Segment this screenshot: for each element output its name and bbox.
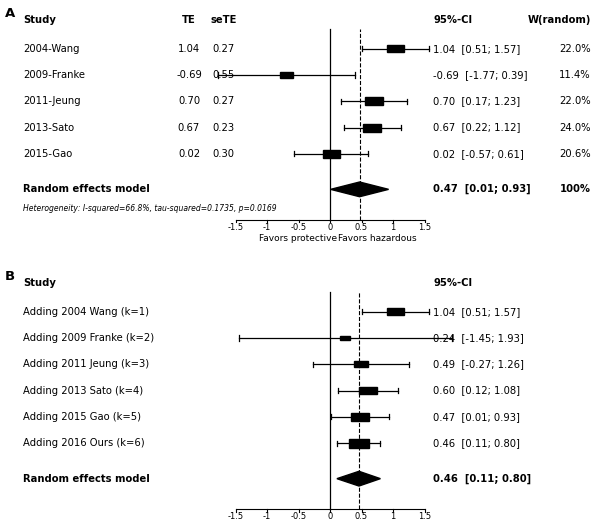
Text: 0.67  [0.22; 1.12]: 0.67 [0.22; 1.12]: [433, 123, 521, 133]
Bar: [363, 124, 381, 132]
Text: 11.4%: 11.4%: [559, 70, 591, 80]
Bar: [387, 308, 404, 315]
Text: Heterogeneity: I-squared=66.8%, tau-squared=0.1735, p=0.0169: Heterogeneity: I-squared=66.8%, tau-squa…: [23, 204, 277, 213]
Text: 20.6%: 20.6%: [559, 149, 591, 159]
Text: 0.30: 0.30: [212, 149, 234, 159]
Text: 0.24  [-1.45; 1.93]: 0.24 [-1.45; 1.93]: [433, 333, 524, 343]
Text: Study: Study: [23, 15, 56, 25]
Text: 0.55: 0.55: [212, 70, 235, 80]
Text: 0.47  [0.01; 0.93]: 0.47 [0.01; 0.93]: [433, 412, 520, 422]
Text: -1.5: -1.5: [227, 512, 244, 521]
Text: 0.5: 0.5: [355, 512, 368, 521]
Text: Favors protective: Favors protective: [259, 234, 338, 243]
Text: 0.02: 0.02: [178, 149, 200, 159]
Polygon shape: [337, 471, 380, 486]
Text: -0.69: -0.69: [176, 70, 202, 80]
Text: 0.27: 0.27: [212, 96, 235, 106]
Bar: [340, 336, 350, 340]
Text: -0.5: -0.5: [290, 512, 307, 521]
Bar: [323, 150, 340, 157]
Text: 1.5: 1.5: [418, 223, 431, 232]
Text: W(random): W(random): [527, 15, 591, 25]
Text: -1.5: -1.5: [227, 223, 244, 232]
Text: Adding 2013 Sato (k=4): Adding 2013 Sato (k=4): [23, 386, 143, 396]
Bar: [387, 45, 404, 53]
Text: 2004-Wang: 2004-Wang: [23, 44, 79, 54]
Text: 1.04  [0.51; 1.57]: 1.04 [0.51; 1.57]: [433, 307, 520, 317]
Text: 2015-Gao: 2015-Gao: [23, 149, 72, 159]
Bar: [365, 97, 383, 105]
Text: 0: 0: [328, 223, 332, 232]
Text: 2009-Franke: 2009-Franke: [23, 70, 85, 80]
Text: 95%-CI: 95%-CI: [433, 15, 472, 25]
Text: -0.5: -0.5: [290, 223, 307, 232]
Text: 0.46  [0.11; 0.80]: 0.46 [0.11; 0.80]: [433, 473, 532, 484]
Text: 2011-Jeung: 2011-Jeung: [23, 96, 80, 106]
Text: -0.69  [-1.77; 0.39]: -0.69 [-1.77; 0.39]: [433, 70, 528, 80]
Text: Study: Study: [23, 278, 56, 288]
Text: 100%: 100%: [560, 184, 591, 195]
Text: -1: -1: [263, 512, 271, 521]
Text: 2013-Sato: 2013-Sato: [23, 123, 74, 133]
Text: 1.04  [0.51; 1.57]: 1.04 [0.51; 1.57]: [433, 44, 520, 54]
Text: Adding 2004 Wang (k=1): Adding 2004 Wang (k=1): [23, 307, 149, 317]
Text: 24.0%: 24.0%: [560, 123, 591, 133]
Bar: [359, 387, 377, 394]
Text: 1.5: 1.5: [418, 512, 431, 521]
Text: Adding 2011 Jeung (k=3): Adding 2011 Jeung (k=3): [23, 359, 149, 369]
Text: 95%-CI: 95%-CI: [433, 278, 472, 288]
Text: B: B: [5, 269, 15, 282]
Bar: [350, 413, 368, 421]
Text: Adding 2015 Gao (k=5): Adding 2015 Gao (k=5): [23, 412, 141, 422]
Text: 0.23: 0.23: [212, 123, 234, 133]
Text: 0.27: 0.27: [212, 44, 235, 54]
Text: Adding 2009 Franke (k=2): Adding 2009 Franke (k=2): [23, 333, 154, 343]
Text: 0.67: 0.67: [178, 123, 200, 133]
Text: 22.0%: 22.0%: [559, 96, 591, 106]
Bar: [354, 361, 368, 367]
Text: 0.60  [0.12; 1.08]: 0.60 [0.12; 1.08]: [433, 386, 520, 396]
Text: TE: TE: [182, 15, 196, 25]
Bar: [349, 439, 370, 448]
Text: 0: 0: [328, 512, 332, 521]
Bar: [280, 72, 293, 78]
Text: Random effects model: Random effects model: [23, 184, 149, 195]
Text: seTE: seTE: [210, 15, 236, 25]
Text: 0.5: 0.5: [355, 223, 368, 232]
Text: Adding 2016 Ours (k=6): Adding 2016 Ours (k=6): [23, 438, 145, 448]
Text: 0.70  [0.17; 1.23]: 0.70 [0.17; 1.23]: [433, 96, 520, 106]
Text: 0.47  [0.01; 0.93]: 0.47 [0.01; 0.93]: [433, 184, 531, 195]
Text: 1: 1: [391, 223, 395, 232]
Polygon shape: [331, 182, 389, 197]
Text: -1: -1: [263, 223, 271, 232]
Text: Favors hazardous: Favors hazardous: [338, 234, 416, 243]
Text: Random effects model: Random effects model: [23, 473, 149, 484]
Text: 1.04: 1.04: [178, 44, 200, 54]
Text: 22.0%: 22.0%: [559, 44, 591, 54]
Text: 0.46  [0.11; 0.80]: 0.46 [0.11; 0.80]: [433, 438, 520, 448]
Text: 0.70: 0.70: [178, 96, 200, 106]
Text: 0.49  [-0.27; 1.26]: 0.49 [-0.27; 1.26]: [433, 359, 524, 369]
Text: A: A: [5, 7, 15, 19]
Text: 0.02  [-0.57; 0.61]: 0.02 [-0.57; 0.61]: [433, 149, 524, 159]
Text: 1: 1: [391, 512, 395, 521]
